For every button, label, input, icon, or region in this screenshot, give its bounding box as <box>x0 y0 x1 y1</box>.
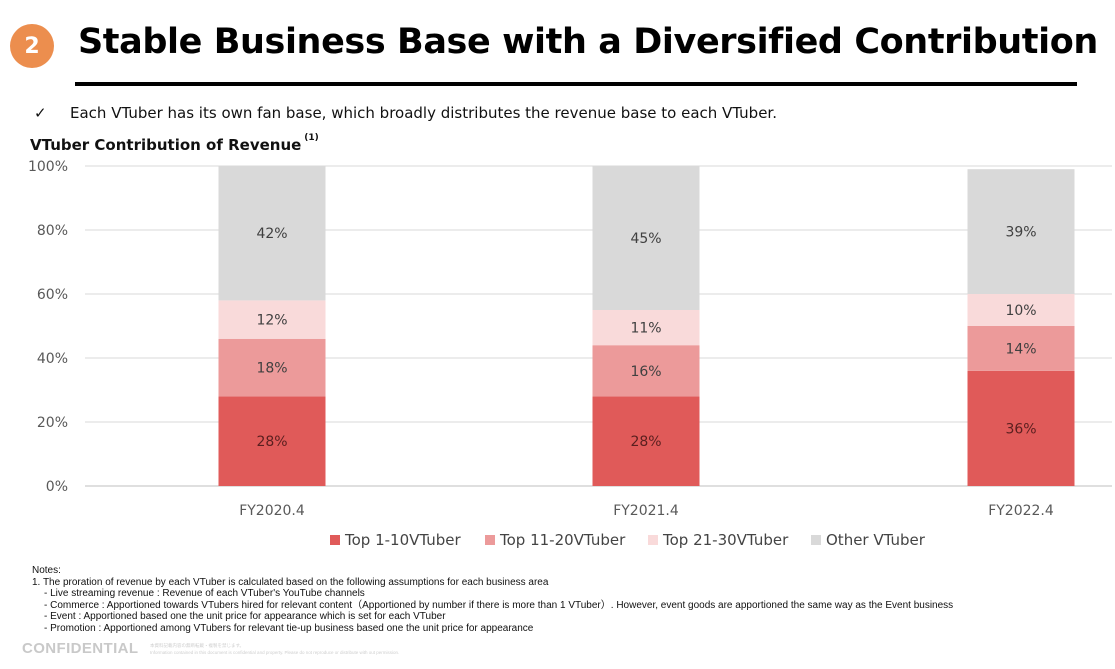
bar-segment <box>218 396 326 486</box>
section-number-badge: 2 <box>10 24 54 68</box>
title-underline <box>75 82 1077 86</box>
chart-title: VTuber Contribution of Revenue (1) <box>30 133 319 154</box>
note-subitem-event: - Event : Apportioned based one the unit… <box>44 611 446 623</box>
legend-swatch <box>811 535 821 545</box>
note-item-1: 1. The proration of revenue by each VTub… <box>32 576 549 588</box>
key-point-text: Each VTuber has its own fan base, which … <box>70 104 777 122</box>
data-label: 28% <box>256 434 287 450</box>
checkmark-icon: ✓ <box>34 104 47 122</box>
legend-swatch <box>330 535 340 545</box>
y-tick-label: 100% <box>28 159 68 175</box>
note-subitem-commerce: - Commerce : Apportioned towards VTubers… <box>44 599 954 611</box>
y-tick-label: 60% <box>37 287 68 303</box>
y-tick-label: 0% <box>46 479 68 495</box>
bar-segment <box>967 326 1075 371</box>
y-tick-label: 20% <box>37 415 68 431</box>
bar-segment <box>218 166 326 301</box>
bar-segment <box>218 300 326 339</box>
footer-fineprint-en: Information contained in this document i… <box>150 650 400 655</box>
legend-label: Top 1-10VTuber <box>345 531 461 549</box>
data-label: 18% <box>256 361 287 377</box>
y-tick-label: 80% <box>37 223 68 239</box>
legend-swatch <box>485 535 495 545</box>
legend-label: Other VTuber <box>826 531 925 549</box>
x-tick-label: FY2020.4 <box>239 503 305 519</box>
footer-fineprint-jp: 本資料記載内容の無断転載・複製を禁じます。 <box>150 643 245 648</box>
bar-segment <box>592 310 700 346</box>
data-label: 28% <box>630 434 661 450</box>
legend-item: Top 21-30VTuber <box>648 531 788 549</box>
data-label: 39% <box>1005 225 1036 241</box>
bar-segment <box>967 370 1075 486</box>
data-label: 42% <box>256 226 287 242</box>
legend-item: Top 1-10VTuber <box>330 531 461 549</box>
bar-segment <box>592 345 700 397</box>
x-tick-label: FY2022.4 <box>988 503 1054 519</box>
data-label: 16% <box>630 364 661 380</box>
data-label: 10% <box>1005 303 1036 319</box>
footer-fineprint: 本資料記載内容の無断転載・複製を禁じます。 Information contai… <box>150 642 399 656</box>
legend-label: Top 21-30VTuber <box>663 531 789 549</box>
stacked-bar-chart: 0% 20% 40% 60% 80% 100% 28% 18% 12% 42% FY2020.4 28… <box>28 159 1112 519</box>
data-label: 12% <box>256 313 287 329</box>
data-label: 14% <box>1005 341 1036 357</box>
chart-title-text: VTuber Contribution of Revenue <box>30 136 302 154</box>
confidential-label: CONFIDENTIAL <box>22 640 139 657</box>
bar-segment <box>592 166 700 310</box>
legend-label: Top 11-20VTuber <box>500 531 626 549</box>
x-tick-label: FY2021.4 <box>613 503 679 519</box>
bar-segment <box>218 338 326 397</box>
legend-swatch <box>648 535 658 545</box>
bar-segment <box>592 396 700 486</box>
data-label: 36% <box>1005 421 1036 437</box>
chart-legend: Top 1-10VTuber Top 11-20VTuber Top 21-30VT… <box>0 531 1115 553</box>
note-subitem-live-streaming: - Live streaming revenue : Revenue of ea… <box>44 588 365 600</box>
notes-heading: Notes: <box>32 565 61 576</box>
notes-section: Notes: 1. The proration of revenue by ea… <box>32 565 953 635</box>
bar-segment <box>967 169 1075 294</box>
legend-item: Other VTuber <box>811 531 925 549</box>
data-label: 11% <box>630 321 661 337</box>
legend-item: Top 11-20VTuber <box>485 531 625 549</box>
chart-title-note-ref: (1) <box>304 133 319 143</box>
key-point: ✓ Each VTuber has its own fan base, which… <box>34 104 777 122</box>
y-tick-label: 40% <box>37 351 68 367</box>
bar-segment <box>967 294 1075 326</box>
page-title: Stable Business Base with a Diversified … <box>78 22 1098 62</box>
note-subitem-promotion: - Promotion : Apportioned among VTubers … <box>44 622 534 634</box>
data-label: 45% <box>630 231 661 247</box>
